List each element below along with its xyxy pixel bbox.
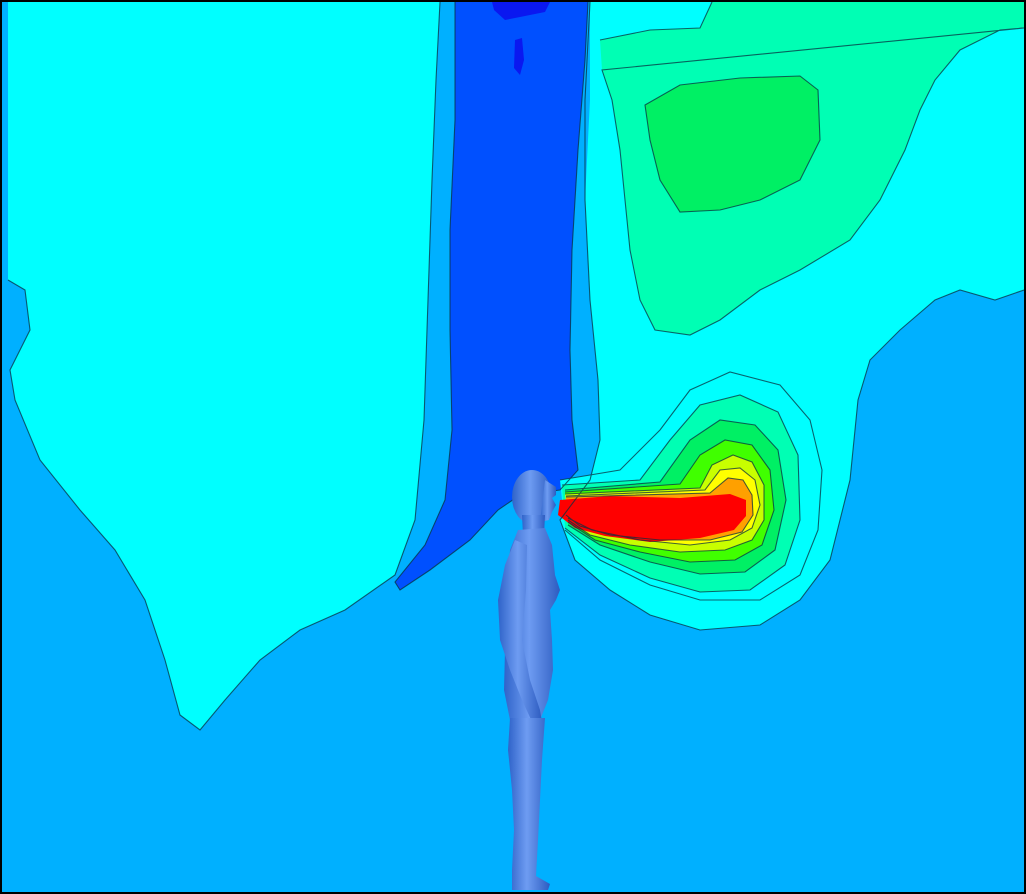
- contour-lines: [7, 2, 1024, 731]
- low-value-plume: [395, 2, 588, 590]
- human-mannequin: [498, 470, 560, 890]
- mannequin-legs: [508, 718, 550, 890]
- mannequin-arm: [498, 540, 542, 726]
- left-cyan-region: [8, 2, 440, 730]
- jet-core-red: [558, 494, 746, 542]
- deep-low-speck: [514, 38, 524, 75]
- mannequin-face: [540, 480, 556, 522]
- mid-high-band-region: [645, 76, 820, 212]
- deep-low-patch: [492, 2, 550, 20]
